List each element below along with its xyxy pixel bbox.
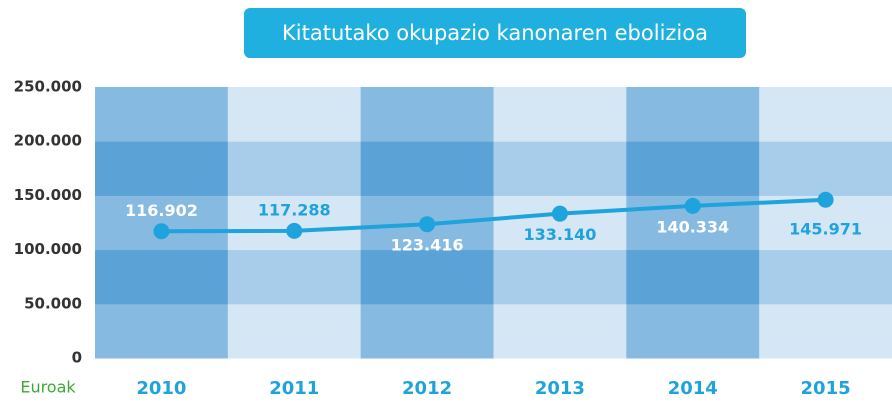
y-tick-label: 100.000 <box>14 240 82 258</box>
background-cell <box>360 249 494 305</box>
background-cell <box>626 87 760 142</box>
value-label: 140.334 <box>656 217 729 236</box>
background-cell <box>95 195 229 251</box>
point <box>419 216 436 233</box>
background-cell <box>95 87 229 142</box>
background-cell <box>360 87 494 142</box>
y-tick-label: 150.000 <box>14 186 82 204</box>
y-tick-label: 50.000 <box>24 294 82 312</box>
point <box>551 205 568 222</box>
background-cell <box>227 303 362 359</box>
background-cell <box>95 141 229 196</box>
value-label: 123.416 <box>391 236 464 255</box>
title-box <box>244 8 746 58</box>
background-cell <box>360 141 494 196</box>
y-tick-label: 250.000 <box>14 78 82 96</box>
background-cell <box>759 303 892 359</box>
background-cell <box>759 141 892 196</box>
background-cell <box>95 249 229 305</box>
background-cell <box>227 195 362 251</box>
background-cell <box>493 141 627 196</box>
point <box>286 222 303 239</box>
background-cell <box>227 141 362 196</box>
value-label: 116.902 <box>125 201 198 220</box>
background-cell <box>626 249 760 305</box>
x-tick-label: 2012 <box>402 378 452 399</box>
background-cell <box>759 87 892 142</box>
x-tick-label: 2010 <box>136 378 186 399</box>
value-label: 145.971 <box>789 219 862 238</box>
background-cell <box>626 141 760 196</box>
background-cell <box>493 87 627 142</box>
x-tick-label: 2013 <box>535 378 585 399</box>
background-cell <box>227 87 362 142</box>
x-tick-label: 2015 <box>801 378 851 399</box>
background-cell <box>493 249 627 305</box>
background-cell <box>360 303 494 359</box>
y-tick-label: 0 <box>72 349 82 367</box>
background-cell <box>493 303 627 359</box>
point <box>684 197 701 214</box>
y-tick-label: 200.000 <box>14 132 82 150</box>
background-cell <box>626 303 760 359</box>
line <box>161 197 826 234</box>
unit-label: Euroak <box>20 378 76 397</box>
background-cell <box>759 249 892 305</box>
point <box>153 223 170 240</box>
background-cell <box>95 303 229 359</box>
x-tick-label: 2014 <box>668 378 718 399</box>
value-label: 117.288 <box>258 200 331 219</box>
background-cell <box>227 249 362 305</box>
value-label: 133.140 <box>523 225 596 244</box>
chart-title: Kitatutako okupazio kanonaren ebolizioa <box>282 21 708 45</box>
background-cell <box>493 195 627 251</box>
point <box>817 191 834 208</box>
x-tick-label: 2011 <box>269 378 319 399</box>
